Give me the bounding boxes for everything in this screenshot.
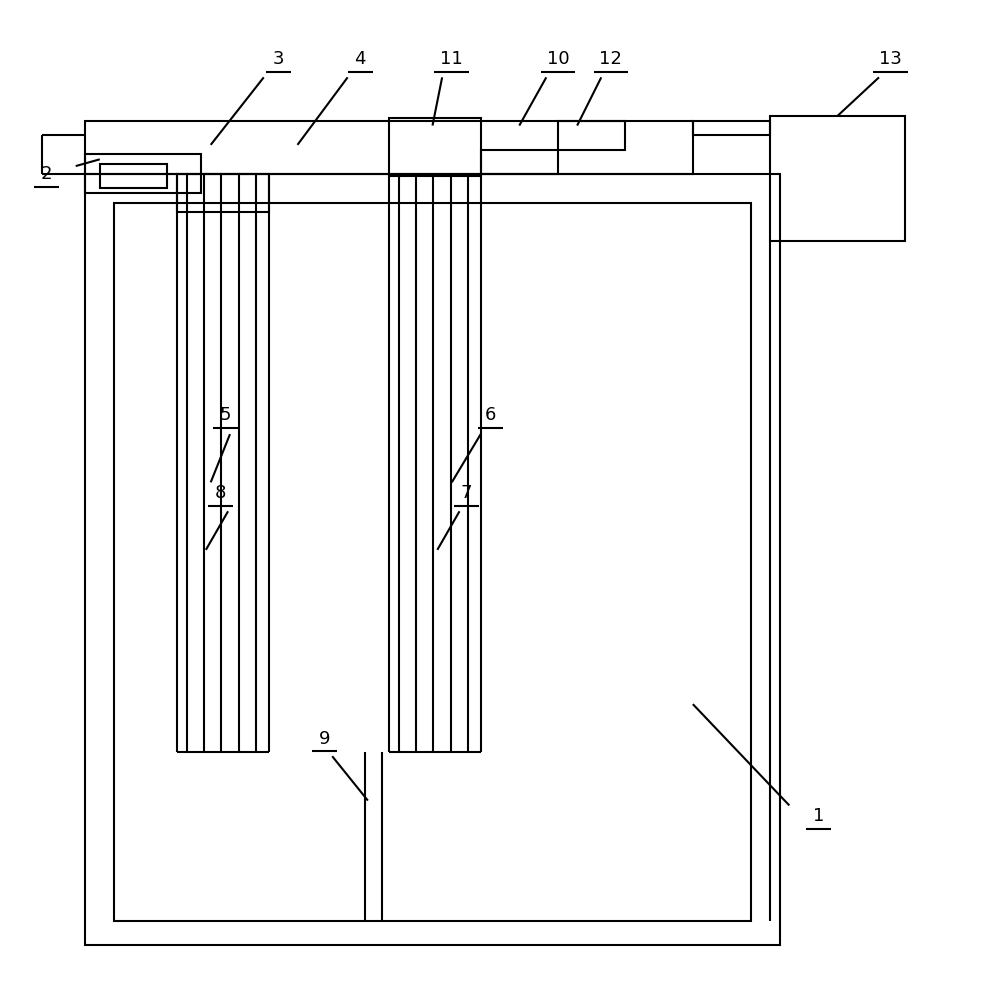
Text: 9: 9	[319, 729, 330, 748]
Bar	[177, 174, 269, 213]
Bar	[85, 174, 780, 946]
Text: 12: 12	[599, 50, 622, 68]
Text: 3: 3	[272, 50, 284, 68]
Bar	[389, 118, 481, 176]
Text: 8: 8	[215, 484, 226, 502]
Bar	[114, 203, 751, 921]
Text: 7: 7	[460, 484, 472, 502]
Text: 4: 4	[354, 50, 366, 68]
Text: 10: 10	[547, 50, 569, 68]
Text: 11: 11	[440, 50, 463, 68]
Bar	[693, 121, 770, 135]
Bar	[481, 150, 558, 174]
Text: 2: 2	[41, 165, 53, 183]
Text: 5: 5	[219, 406, 231, 424]
Text: 6: 6	[485, 406, 496, 424]
Bar	[770, 116, 905, 241]
Text: 13: 13	[879, 50, 902, 68]
Bar	[85, 154, 201, 193]
Bar	[558, 121, 625, 150]
Bar	[85, 121, 693, 174]
Text: 1: 1	[813, 807, 824, 825]
Bar	[100, 164, 167, 188]
